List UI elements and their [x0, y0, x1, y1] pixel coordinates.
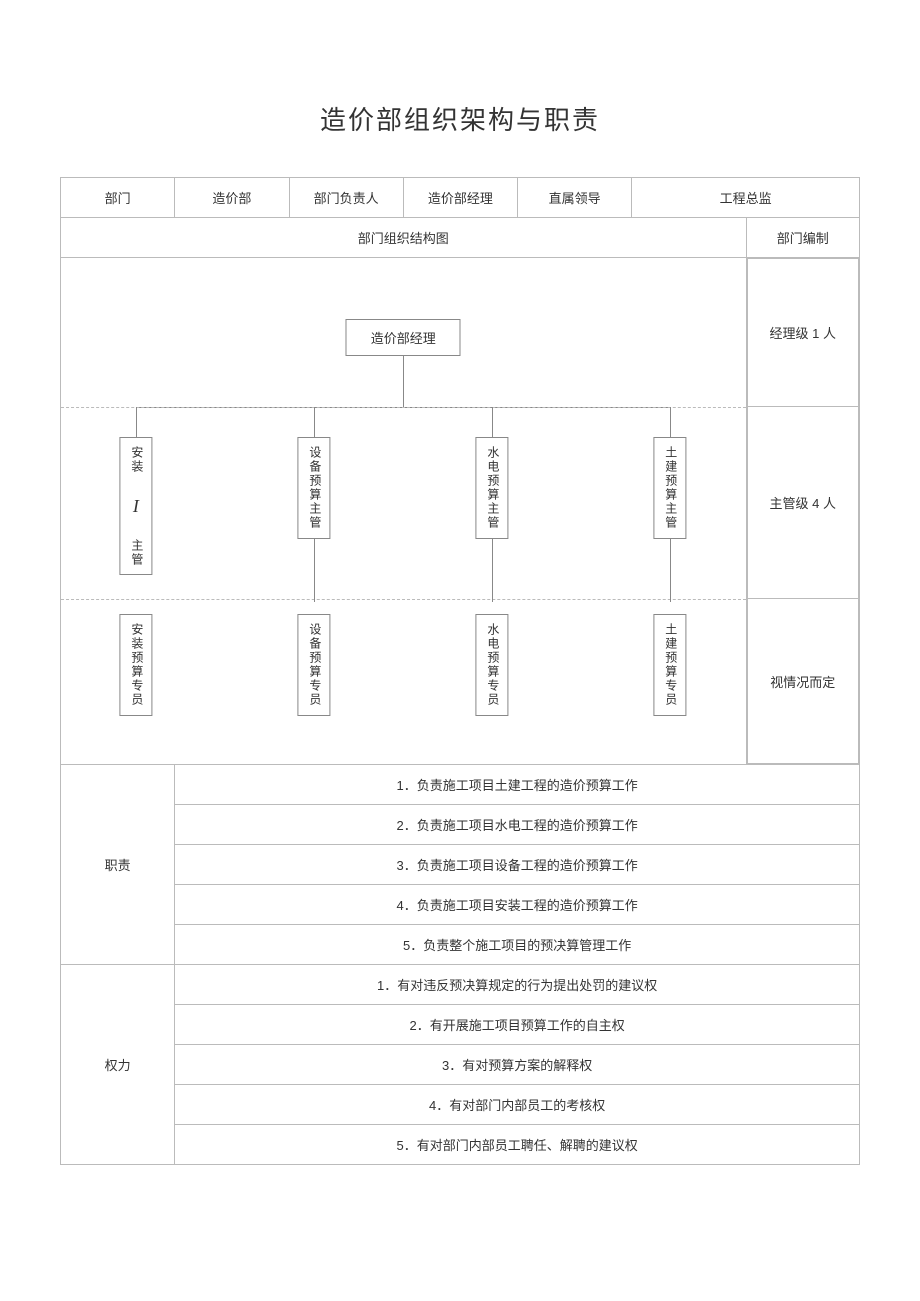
dept-value: 造价部: [175, 178, 289, 218]
staffing-level1: 经理级 1 人: [747, 259, 859, 407]
org-table: 部门 造价部 部门负责人 造价部经理 直属领导 工程总监 部门组织结构图 部门编…: [60, 177, 860, 1165]
power-item-4: 5．有对部门内部员工聘任、解聘的建议权: [175, 1125, 860, 1165]
staffing-level3: 视情况而定: [747, 599, 859, 764]
italic-I-icon: I: [133, 492, 141, 521]
leader-value: 工程总监: [632, 178, 860, 218]
duty-item-4: 5．负责整个施工项目的预决算管理工作: [175, 925, 860, 965]
power-item-0: 1．有对违反预决算规定的行为提出处罚的建议权: [175, 965, 860, 1005]
org-dash-2: [61, 599, 746, 600]
powers-label: 权力: [61, 965, 175, 1165]
duties-row: 职责 1．负责施工项目土建工程的造价预算工作: [61, 765, 860, 805]
chart-label: 部门组织结构图: [61, 218, 747, 258]
specialist-box-0: 安装预算专员: [120, 614, 153, 716]
staffing-label: 部门编制: [746, 218, 860, 258]
structure-row: 部门组织结构图 部门编制: [61, 218, 860, 258]
power-item-2: 3．有对预算方案的解释权: [175, 1045, 860, 1085]
duty-item-3: 4．负责施工项目安装工程的造价预算工作: [175, 885, 860, 925]
specialist-box-3: 土建预算专员: [654, 614, 687, 716]
staffing-level2: 主管级 4 人: [747, 407, 859, 599]
specialist-box-1: 设备预算专员: [298, 614, 331, 716]
org-dash-1: [61, 407, 746, 408]
duties-label: 职责: [61, 765, 175, 965]
leader-label: 直属领导: [518, 178, 632, 218]
power-item-1: 2．有开展施工项目预算工作的自主权: [175, 1005, 860, 1045]
duty-item-1: 2．负责施工项目水电工程的造价预算工作: [175, 805, 860, 845]
head-label: 部门负责人: [289, 178, 403, 218]
org-top-node: 造价部经理: [346, 319, 461, 356]
power-item-3: 4．有对部门内部员工的考核权: [175, 1085, 860, 1125]
duty-item-0: 1．负责施工项目土建工程的造价预算工作: [175, 765, 860, 805]
org-chart-row: 造价部经理 安装 I 主管 安装预算专员 设备预算主管 设备预算专员: [61, 258, 860, 765]
supervisor-box-0: 安装 I 主管: [120, 437, 153, 576]
duty-item-2: 3．负责施工项目设备工程的造价预算工作: [175, 845, 860, 885]
head-value: 造价部经理: [403, 178, 517, 218]
powers-row: 权力 1．有对违反预决算规定的行为提出处罚的建议权: [61, 965, 860, 1005]
org-vline: [136, 407, 137, 437]
supervisor-box-1: 设备预算主管: [298, 437, 331, 539]
sup-label-0b: 主管: [130, 538, 144, 566]
org-chart: 造价部经理 安装 I 主管 安装预算专员 设备预算主管 设备预算专员: [61, 259, 746, 764]
dept-label: 部门: [61, 178, 175, 218]
supervisor-box-2: 水电预算主管: [476, 437, 509, 539]
sup-label-0a: 安装: [130, 446, 144, 474]
staffing-table: 经理级 1 人 主管级 4 人 视情况而定: [747, 258, 860, 764]
supervisor-box-3: 土建预算主管: [654, 437, 687, 539]
page-title: 造价部组织架构与职责: [60, 100, 860, 137]
specialist-box-2: 水电预算专员: [476, 614, 509, 716]
header-row: 部门 造价部 部门负责人 造价部经理 直属领导 工程总监: [61, 178, 860, 218]
org-line-down: [403, 355, 404, 407]
